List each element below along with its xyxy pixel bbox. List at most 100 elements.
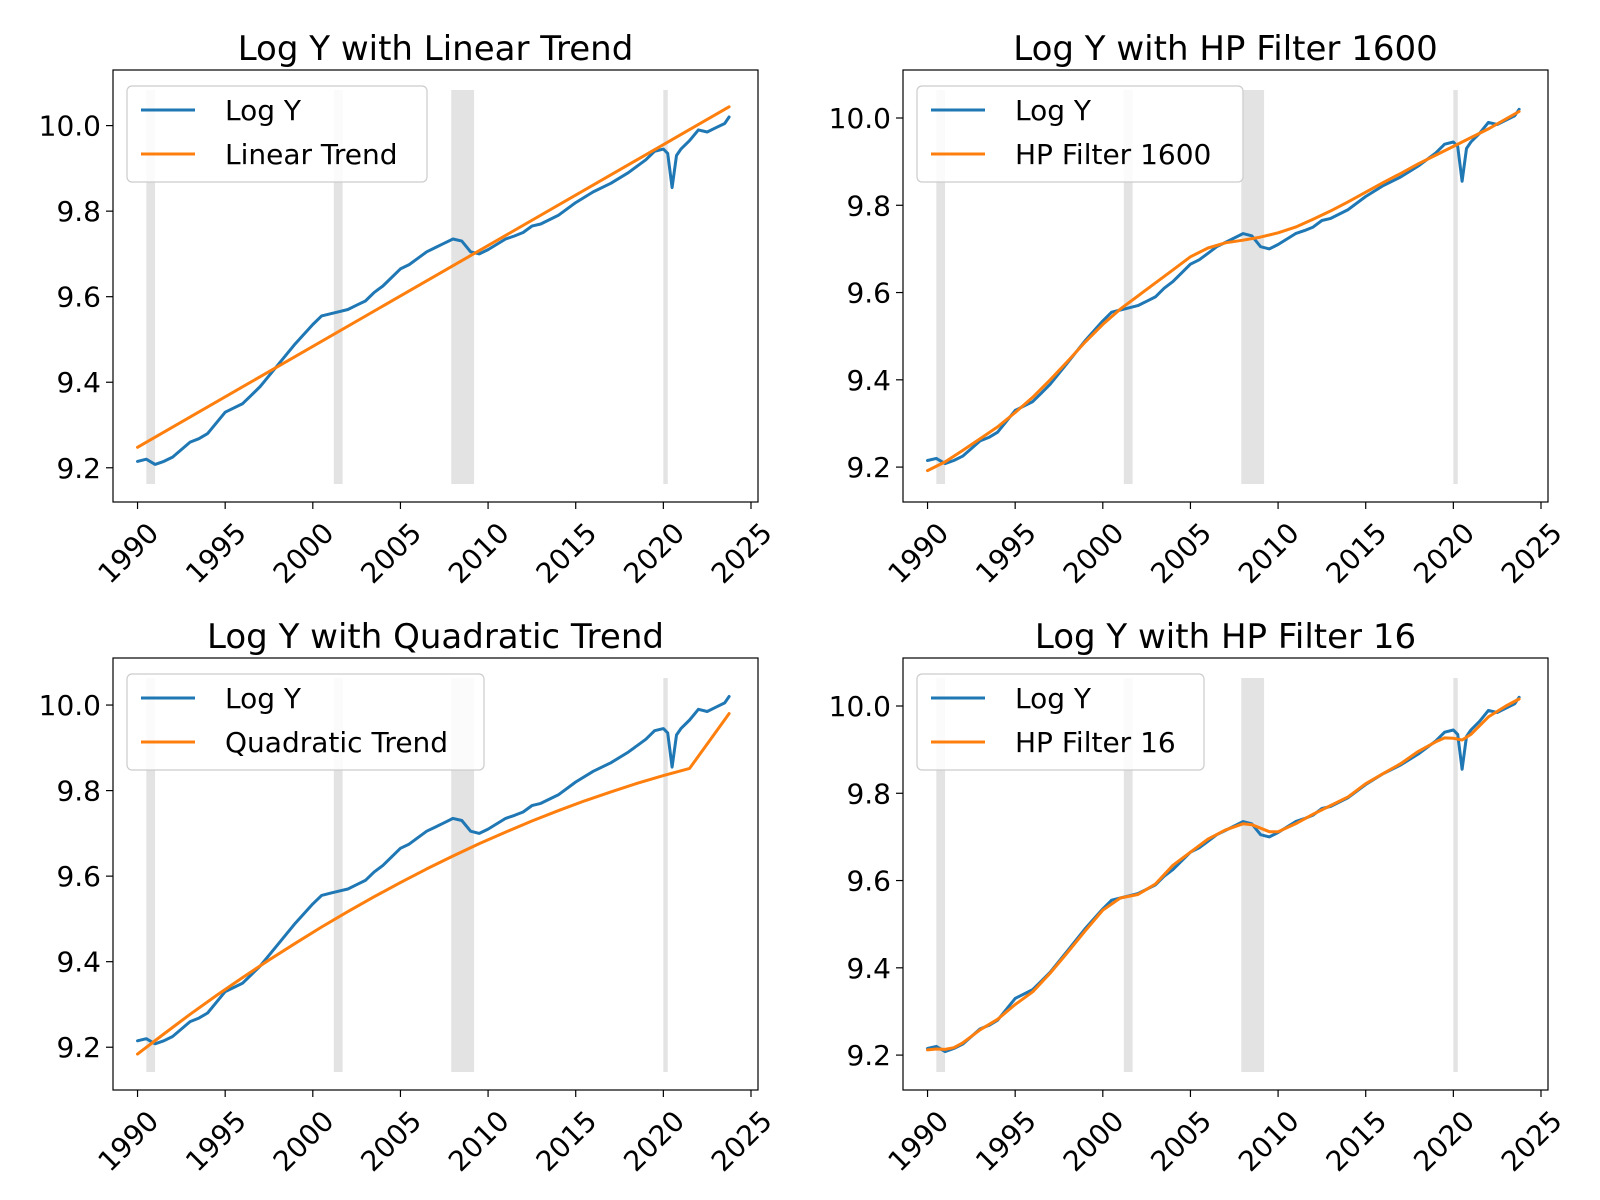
axes-frame: [902, 69, 1549, 503]
legend-label: Log Y: [225, 94, 302, 127]
legend-box: [126, 85, 428, 183]
x-tick-label: 1990: [91, 1104, 165, 1178]
x-tick-label: 2010: [1232, 1104, 1306, 1178]
y-tick-label: 9.4: [56, 946, 101, 979]
x-tick-label: 2005: [354, 1104, 428, 1178]
x-tick-label: 2000: [267, 1104, 341, 1178]
y-tick-label: 10.0: [829, 690, 891, 723]
x-tick-label: 2005: [1144, 516, 1218, 590]
y-tick-label: 9.4: [56, 366, 101, 399]
x-tick-label: 2000: [267, 516, 341, 590]
y-tick-label: 9.8: [56, 195, 101, 228]
series-lines: [926, 695, 1521, 1054]
recession-shade: [146, 90, 156, 484]
y-tick-label: 9.4: [846, 952, 891, 985]
recession-shade: [1241, 90, 1265, 484]
legend-label: Log Y: [225, 682, 302, 715]
legend: Log Y Quadratic Trend: [126, 673, 485, 771]
x-tick-label: 2005: [354, 516, 428, 590]
y-tick-label: 9.6: [56, 281, 101, 314]
legend-label: HP Filter 1600: [1015, 138, 1211, 171]
x-tick-label: 2010: [442, 1104, 516, 1178]
recession-shade: [1123, 678, 1133, 1072]
axes-frame: [902, 657, 1549, 1091]
y-tick-label: 9.8: [846, 189, 891, 222]
y-tick-label: 9.8: [846, 777, 891, 810]
chart-title: Log Y with HP Filter 16: [1035, 617, 1416, 657]
y-tick-label: 9.2: [56, 1031, 101, 1064]
axes-frame: [112, 69, 759, 503]
legend-label: Quadratic Trend: [225, 726, 448, 759]
trend-line: [926, 110, 1521, 473]
x-tick-label: 2015: [1320, 1104, 1394, 1178]
y-tick-label: 9.6: [56, 860, 101, 893]
x-tick-label: 1995: [179, 516, 253, 590]
legend-label: Log Y: [1015, 682, 1092, 715]
x-tick-label: 1995: [179, 1104, 253, 1178]
trend-line: [136, 712, 731, 1056]
recession-shade: [451, 90, 475, 484]
axes-frame: [112, 657, 759, 1091]
x-tick-label: 2015: [1320, 516, 1394, 590]
recession-shade: [1453, 678, 1458, 1072]
x-tick-label: 1990: [881, 516, 955, 590]
recession-shade: [1241, 678, 1265, 1072]
x-tick-label: 1995: [969, 516, 1043, 590]
y-tick-label: 9.2: [56, 452, 101, 485]
y-tick-label: 10.0: [39, 689, 101, 722]
chart-title: Log Y with Quadratic Trend: [207, 617, 664, 657]
legend-label: Linear Trend: [225, 138, 398, 171]
x-tick-label: 1995: [969, 1104, 1043, 1178]
recession-shade: [333, 678, 343, 1072]
series-lines: [926, 107, 1521, 473]
panel-quadratic-trend: 9.2 9.4 9.6 9.8 10.0 1990 1995 2000 2005 2010 2015…: [39, 617, 779, 1178]
recession-shade: [936, 678, 946, 1072]
chart-title: Log Y with HP Filter 1600: [1013, 29, 1437, 69]
y-tick-label: 9.2: [846, 1039, 891, 1072]
x-tick-label: 2000: [1057, 1104, 1131, 1178]
x-tick-label: 2015: [530, 1104, 604, 1178]
recession-shade: [663, 90, 668, 484]
legend-box: [126, 673, 485, 771]
trend-line: [926, 697, 1521, 1052]
legend: Log Y HP Filter 1600: [916, 85, 1244, 183]
log-y-line: [136, 115, 731, 466]
x-tick-label: 2025: [1495, 1104, 1569, 1178]
legend-label: Log Y: [1015, 94, 1092, 127]
x-tick-label: 2000: [1057, 516, 1131, 590]
recession-shade: [663, 678, 668, 1072]
y-tick-label: 9.6: [846, 865, 891, 898]
y-tick-label: 9.2: [846, 451, 891, 484]
recession-shade: [333, 90, 343, 484]
recession-shade: [146, 678, 156, 1072]
legend: Log Y Linear Trend: [126, 85, 428, 183]
legend-label: HP Filter 16: [1015, 726, 1176, 759]
recession-shade: [936, 90, 946, 484]
x-tick-label: 2010: [1232, 516, 1306, 590]
chart-title: Log Y with Linear Trend: [238, 29, 634, 69]
panel-linear-trend: 9.2 9.4 9.6 9.8 10.0 1990 1995 2000 2005 2010 2015…: [39, 29, 779, 590]
log-y-line: [136, 695, 731, 1046]
recession-shade: [451, 678, 475, 1072]
recession-shade: [1453, 90, 1458, 484]
legend-box: [916, 673, 1205, 771]
panel-hp-filter-1600: 9.2 9.4 9.6 9.8 10.0 1990 1995 2000 2005 2010 2015…: [829, 29, 1569, 590]
x-tick-label: 2010: [442, 516, 516, 590]
x-tick-label: 1990: [91, 516, 165, 590]
legend: Log Y HP Filter 16: [916, 673, 1205, 771]
x-tick-label: 2025: [1495, 516, 1569, 590]
x-tick-label: 2005: [1144, 1104, 1218, 1178]
y-tick-label: 10.0: [829, 102, 891, 135]
x-tick-label: 2025: [705, 1104, 779, 1178]
x-tick-label: 2020: [1407, 516, 1481, 590]
series-lines: [136, 695, 731, 1056]
x-tick-label: 2020: [617, 1104, 691, 1178]
y-tick-label: 9.4: [846, 364, 891, 397]
y-tick-label: 9.6: [846, 277, 891, 310]
trend-line: [136, 105, 731, 449]
x-tick-label: 1990: [881, 1104, 955, 1178]
panel-hp-filter-16: 9.2 9.4 9.6 9.8 10.0 1990 1995 2000 2005 2010 2015…: [829, 617, 1569, 1178]
y-tick-label: 9.8: [56, 775, 101, 808]
x-tick-label: 2025: [705, 516, 779, 590]
y-tick-label: 10.0: [39, 110, 101, 143]
